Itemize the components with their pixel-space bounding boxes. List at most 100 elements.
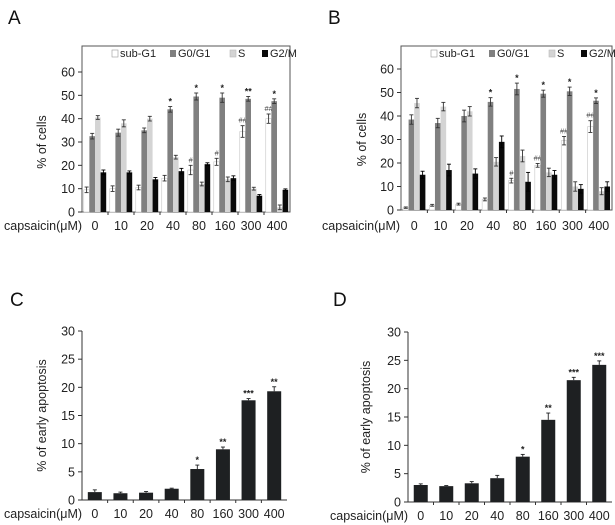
x-tick-label: 400 xyxy=(264,507,285,521)
legend-swatch xyxy=(229,49,237,58)
x-axis-label: capsaicin(μM) xyxy=(4,219,82,233)
legend-label: sub-G1 xyxy=(439,48,475,60)
y-tick-label: 0 xyxy=(387,204,394,218)
x-tick-label: 40 xyxy=(486,219,500,233)
bar xyxy=(540,93,547,210)
legend-label: S xyxy=(557,48,564,60)
significance-annotation: * xyxy=(542,80,546,90)
x-tick-label: 10 xyxy=(434,219,448,233)
bar xyxy=(100,172,107,212)
hash-annotation: ## xyxy=(264,104,273,113)
bar xyxy=(251,188,257,212)
x-tick-label: 40 xyxy=(165,507,179,521)
bar xyxy=(113,493,128,500)
bar xyxy=(135,187,142,213)
x-tick-label: 400 xyxy=(589,509,610,523)
bar xyxy=(551,174,558,210)
y-tick-label: 10 xyxy=(380,180,394,194)
y-tick-label: 40 xyxy=(380,110,394,124)
legend-swatch xyxy=(111,49,119,58)
panel-letter: C xyxy=(10,290,24,311)
y-tick-label: 0 xyxy=(394,496,401,510)
x-tick-label: 10 xyxy=(113,507,127,521)
bar xyxy=(178,171,185,212)
legend-label: G0/G1 xyxy=(497,48,529,60)
bar xyxy=(139,492,154,500)
series-s xyxy=(414,97,605,210)
series-sub-g1: ###### xyxy=(83,104,274,213)
x-tick-label: 300 xyxy=(563,509,584,523)
bar xyxy=(490,478,505,502)
y-tick-label: 30 xyxy=(61,136,75,150)
x-tick-label: 300 xyxy=(241,219,262,233)
y-tick-label: 20 xyxy=(61,159,75,173)
x-tick-label: 160 xyxy=(213,507,234,521)
series-g2-m xyxy=(419,135,611,210)
panel-letter: D xyxy=(333,290,347,311)
x-tick-label: 160 xyxy=(536,219,557,233)
bar xyxy=(419,174,426,210)
series-g0-g1: * * * * * xyxy=(408,73,599,210)
x-tick-label: 20 xyxy=(140,219,154,233)
bar xyxy=(487,101,494,210)
y-tick-label: 25 xyxy=(61,353,75,367)
bar xyxy=(230,178,237,212)
y-tick-label: 50 xyxy=(61,89,75,103)
bar xyxy=(147,118,153,212)
plot-frame xyxy=(400,45,613,211)
bar xyxy=(265,118,272,213)
significance-annotation: *** xyxy=(568,367,579,377)
bar xyxy=(164,488,179,500)
y-axis-label: % of early apoptosis xyxy=(359,361,373,474)
bar xyxy=(572,186,579,210)
bar xyxy=(87,492,102,500)
bar xyxy=(541,419,556,502)
bar xyxy=(256,195,263,212)
bar xyxy=(472,173,479,210)
y-axis-label: % of cells xyxy=(35,115,49,169)
bar xyxy=(167,109,173,212)
bar xyxy=(525,181,531,210)
y-tick-label: 50 xyxy=(380,86,394,100)
significance-annotation: * xyxy=(272,89,276,99)
bar xyxy=(461,116,467,210)
bar xyxy=(439,486,454,502)
x-tick-label: 400 xyxy=(267,219,288,233)
x-tick-label: 0 xyxy=(92,219,99,233)
x-tick-label: 160 xyxy=(215,219,236,233)
bar xyxy=(508,180,515,211)
legend-label: G2/M xyxy=(589,48,615,60)
bar xyxy=(109,188,116,213)
y-tick-label: 40 xyxy=(61,112,75,126)
bar xyxy=(493,161,499,210)
bar xyxy=(587,126,594,211)
y-tick-label: 30 xyxy=(61,325,75,339)
hash-annotation: # xyxy=(215,148,220,157)
x-tick-label: 20 xyxy=(460,219,474,233)
y-tick-label: 25 xyxy=(387,354,401,368)
significance-annotation: *** xyxy=(243,389,254,399)
bar xyxy=(413,485,428,502)
series-g2-m xyxy=(100,162,289,212)
legend-swatch xyxy=(489,50,495,57)
significance-annotation: ** xyxy=(219,437,227,447)
legend-swatch xyxy=(430,49,438,58)
y-tick-label: 5 xyxy=(68,465,75,479)
significance-annotation: * xyxy=(521,444,525,454)
x-axis-label: capsaicin(μM) xyxy=(330,509,408,523)
y-tick-label: 0 xyxy=(68,494,75,508)
bar xyxy=(440,106,447,210)
hash-annotation: ## xyxy=(586,111,595,120)
bar xyxy=(126,172,133,212)
legend-swatch xyxy=(581,50,587,57)
bar xyxy=(271,101,277,212)
bar xyxy=(593,100,599,210)
y-tick-label: 15 xyxy=(61,409,75,423)
bar xyxy=(578,188,584,210)
bar xyxy=(204,164,211,212)
legend-swatch xyxy=(262,50,268,57)
bar xyxy=(121,123,127,212)
legend-label: sub-G1 xyxy=(120,48,156,60)
bar xyxy=(546,172,552,210)
